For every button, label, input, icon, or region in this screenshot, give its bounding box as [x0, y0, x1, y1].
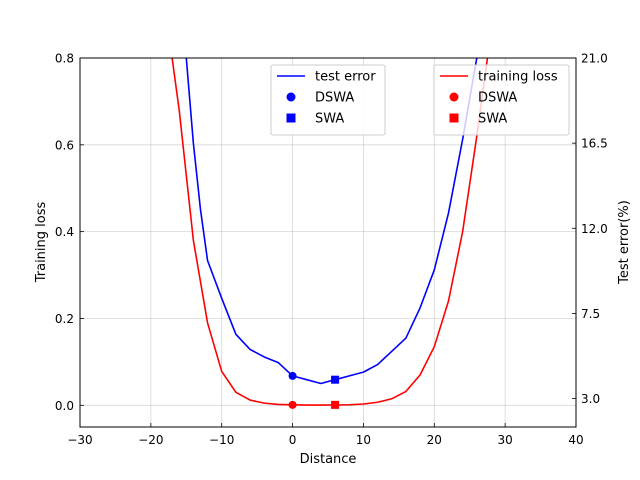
legend-test-error: test error DSWA SWA — [270, 64, 386, 136]
marker-swa-test-error — [331, 375, 340, 384]
series-clip-group — [171, 58, 489, 409]
legend-entry-label: training loss — [478, 70, 558, 85]
x-tick-label: −10 — [209, 433, 234, 447]
legend-square-swatch — [286, 113, 296, 123]
x-tick-label: 0 — [289, 433, 297, 447]
legend-box — [270, 64, 386, 136]
right-y-tick-label: 7.5 — [581, 307, 600, 321]
legend-circle-swatch — [286, 92, 296, 102]
legend-circle-swatch — [449, 92, 459, 102]
series-line-training-loss — [171, 58, 489, 406]
legend-entry-label: test error — [315, 70, 376, 85]
x-tick-label: −20 — [138, 433, 163, 447]
left-y-axis-label: Training loss — [34, 202, 49, 284]
legend-square-swatch — [449, 113, 459, 123]
x-axis-label: Distance — [300, 452, 357, 467]
right-y-tick-label: 16.5 — [581, 137, 608, 151]
x-tick-label: −30 — [67, 433, 92, 447]
marker-dswa-training-loss — [288, 400, 297, 409]
legend-training-loss: training loss DSWA SWA — [433, 64, 570, 136]
left-y-tick-label: 0.6 — [55, 138, 74, 152]
legend-entry-label: SWA — [478, 112, 507, 127]
right-y-axis-label: Test error(%) — [617, 200, 632, 285]
x-tick-label: 20 — [427, 433, 442, 447]
right-y-tick-label: 12.0 — [581, 222, 608, 236]
marker-swa-training-loss — [331, 400, 340, 409]
series-layer — [171, 58, 489, 409]
series-line-test-error — [185, 58, 478, 385]
x-tick-label: 10 — [356, 433, 371, 447]
right-y-tick-label: 3.0 — [581, 392, 600, 406]
plot-frame — [79, 57, 577, 428]
legend-entry-label: SWA — [315, 112, 344, 127]
legend-box — [433, 64, 570, 136]
ticks: −30 −20 −10 0 10 20 30 40 0.0 0.2 0.4 0.6 0.8 3.0 7.5 1… — [55, 52, 608, 448]
legend-entry-label: DSWA — [478, 91, 517, 106]
left-y-tick-label: 0.8 — [55, 52, 74, 66]
x-tick-label: 30 — [498, 433, 513, 447]
left-y-tick-label: 0.0 — [55, 399, 74, 413]
legend-entry-label: DSWA — [315, 91, 354, 106]
left-y-tick-label: 0.2 — [55, 312, 74, 326]
marker-dswa-test-error — [288, 371, 297, 380]
left-y-tick-label: 0.4 — [55, 225, 74, 239]
right-y-tick-label: 21.0 — [581, 52, 608, 66]
x-tick-label: 40 — [568, 433, 583, 447]
